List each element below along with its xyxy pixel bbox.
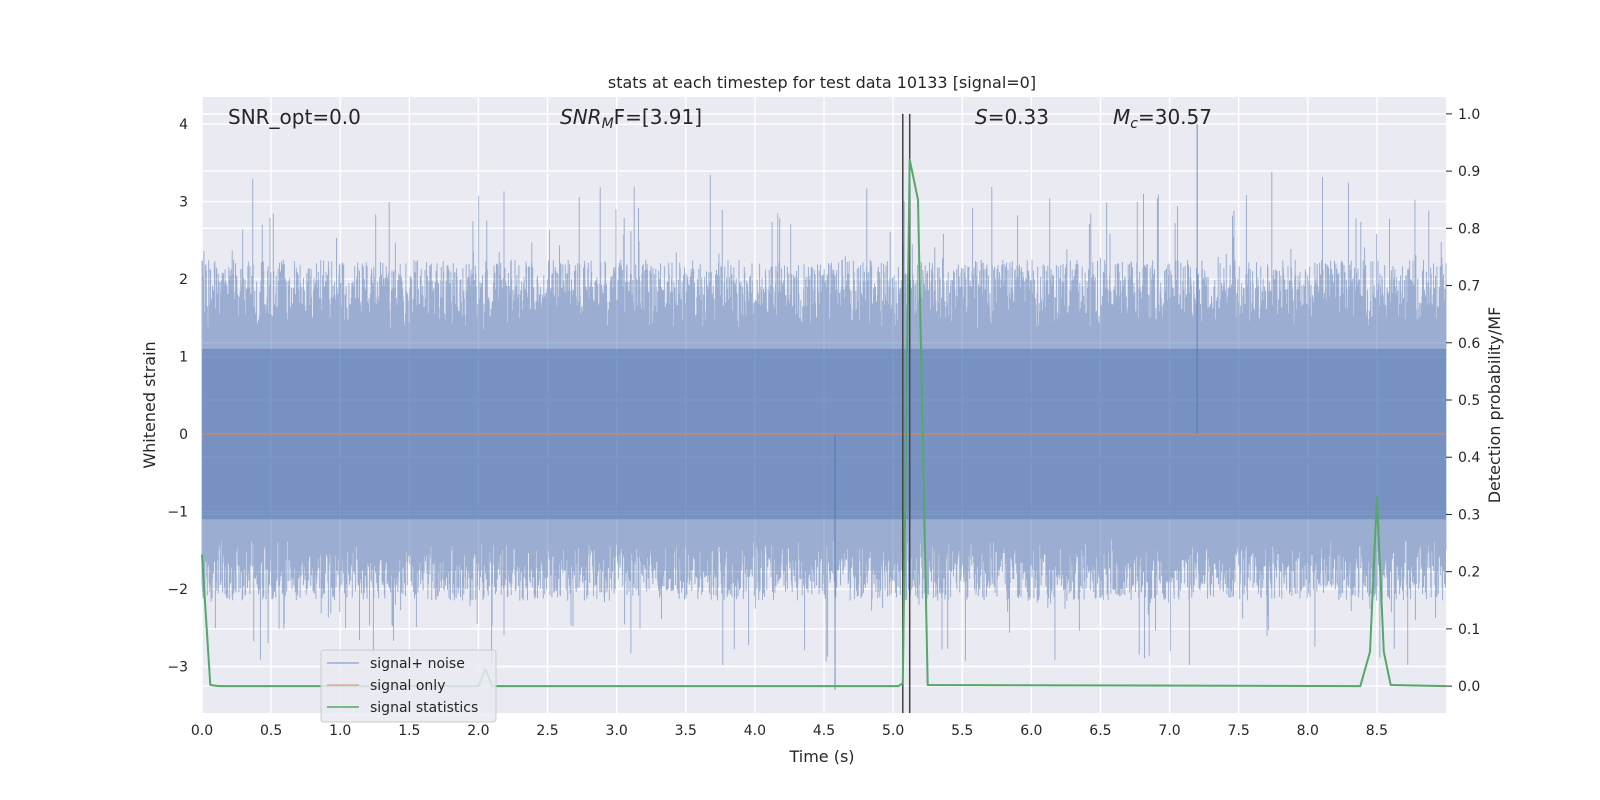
snr-opt-annotation: SNR_opt=0.0 [228, 105, 361, 129]
x-tick-label: 5.5 [951, 723, 973, 739]
snr-mf-prefix: SNR [560, 105, 602, 129]
y-tick-label-left: 1 [179, 350, 188, 366]
x-tick-label: 3.0 [606, 723, 628, 739]
y-tick-label-right: 1.0 [1458, 107, 1480, 123]
x-tick-label: 6.5 [1089, 723, 1111, 739]
y-tick-label-left: 0 [179, 427, 188, 443]
x-tick-label: 3.5 [675, 723, 697, 739]
mc-value: =30.57 [1138, 105, 1212, 129]
y-tick-label-left: 4 [179, 117, 188, 133]
y-tick-label-left: −1 [167, 505, 188, 521]
y-tick-label-right: 0.6 [1458, 336, 1480, 352]
mc-subscript: c [1130, 116, 1138, 132]
x-tick-label: 0.5 [260, 723, 282, 739]
x-tick-label: 2.0 [467, 723, 489, 739]
y-tick-label-right: 0.1 [1458, 622, 1480, 638]
mc-label: M [1113, 105, 1130, 129]
y-tick-label-left: 3 [179, 195, 188, 211]
x-tick-label: 7.5 [1228, 723, 1250, 739]
x-tick-label: 6.0 [1020, 723, 1042, 739]
y-tick-label-right: 0.9 [1458, 164, 1480, 180]
snr-mf-annotation: SNRMF=[3.91] [560, 105, 702, 132]
signal-noise-trace [201, 171, 1447, 665]
x-tick-label: 0.0 [191, 723, 213, 739]
y-axis-label-left: Whitened strain [140, 341, 159, 468]
y-tick-label-right: 0.5 [1458, 393, 1480, 409]
legend-label-signal-statistics: signal statistics [370, 700, 478, 716]
s-value: =0.33 [988, 105, 1049, 129]
x-tick-label: 7.0 [1158, 723, 1180, 739]
y-tick-label-right: 0.7 [1458, 279, 1480, 295]
x-tick-label: 5.0 [882, 723, 904, 739]
chart-title: stats at each timestep for test data 101… [608, 73, 1036, 92]
legend-label-signal-only: signal only [370, 678, 445, 694]
y-tick-label-right: 0.2 [1458, 565, 1480, 581]
y-tick-label-left: 2 [179, 272, 188, 288]
s-label: S [975, 105, 988, 129]
legend: signal+ noise signal only signal statist… [320, 649, 497, 723]
s-annotation: S=0.33 [975, 105, 1049, 129]
x-tick-label: 2.5 [536, 723, 558, 739]
y-tick-label-left: −3 [167, 660, 188, 676]
y-tick-label-left: −2 [167, 582, 188, 598]
x-tick-label: 4.5 [813, 723, 835, 739]
y-tick-label-right: 0.0 [1458, 679, 1480, 695]
legend-box [320, 649, 497, 723]
x-tick-label: 4.0 [744, 723, 766, 739]
x-tick-label: 8.0 [1297, 723, 1319, 739]
snr-mf-value: F=[3.91] [614, 105, 702, 129]
y-tick-label-right: 0.3 [1458, 507, 1480, 523]
legend-label-signal-noise: signal+ noise [370, 656, 465, 672]
x-tick-label: 1.0 [329, 723, 351, 739]
x-tick-label: 1.5 [398, 723, 420, 739]
y-axis-label-right: Detection probability/MF [1485, 307, 1504, 504]
snr-mf-subscript: M [602, 116, 614, 132]
axis-ticks: 0.0 0.5 1.0 1.5 2.0 2.5 3.0 3.5 4.0 4.5 5.0 5.5 6.0 6… [167, 107, 1480, 739]
mc-annotation: Mc=30.57 [1113, 105, 1212, 132]
x-axis-label: Time (s) [788, 747, 854, 766]
y-tick-label-right: 0.4 [1458, 450, 1480, 466]
y-tick-label-right: 0.8 [1458, 221, 1480, 237]
x-tick-label: 8.5 [1366, 723, 1388, 739]
